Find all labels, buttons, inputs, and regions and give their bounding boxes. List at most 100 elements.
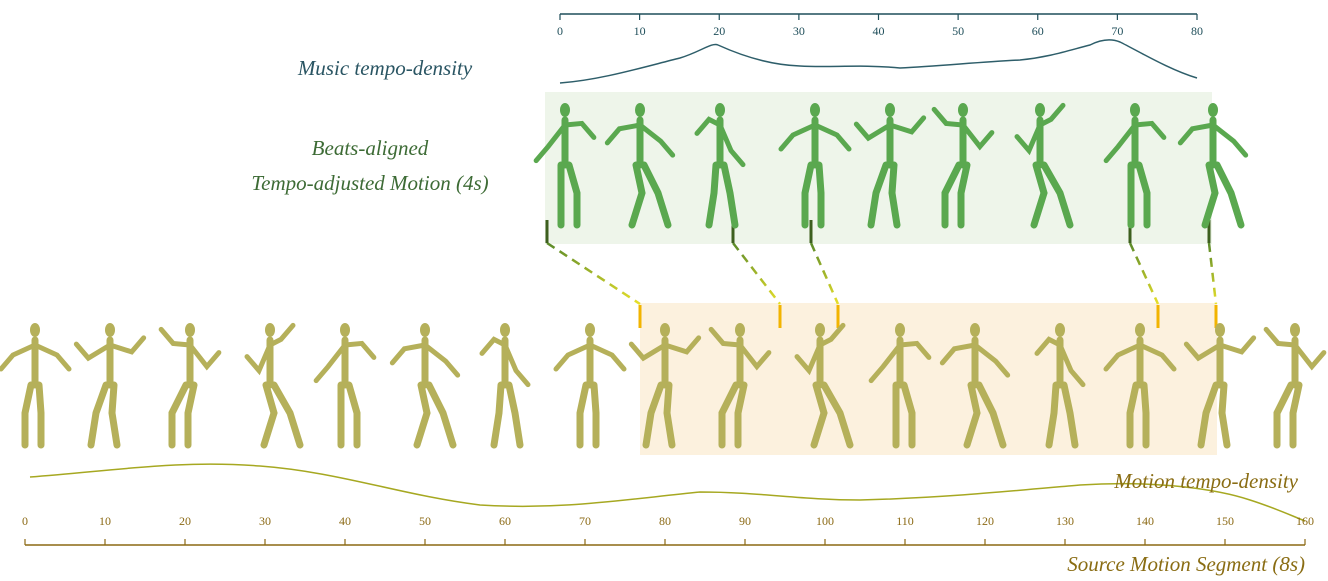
arm bbox=[778, 122, 818, 152]
leg bbox=[801, 161, 815, 229]
tick-label: 70 bbox=[579, 514, 591, 528]
head bbox=[885, 103, 895, 117]
head bbox=[635, 103, 645, 117]
leg bbox=[168, 381, 190, 449]
leg bbox=[1273, 381, 1295, 449]
leg bbox=[1197, 381, 1220, 449]
leg bbox=[975, 381, 1007, 449]
dancer bbox=[479, 323, 531, 449]
arm bbox=[422, 342, 461, 378]
beat-link bbox=[1128, 242, 1160, 305]
dancer bbox=[1177, 103, 1249, 229]
leg bbox=[425, 381, 457, 449]
beat-link bbox=[546, 241, 641, 306]
arm bbox=[502, 342, 531, 388]
leg bbox=[867, 161, 890, 229]
leg bbox=[505, 381, 524, 449]
arm bbox=[1037, 102, 1066, 128]
leg bbox=[810, 381, 828, 449]
beat-link bbox=[809, 242, 840, 305]
arm bbox=[1292, 342, 1327, 371]
tick-label: 0 bbox=[22, 514, 28, 528]
head bbox=[715, 103, 725, 117]
dancer bbox=[389, 323, 461, 449]
leg bbox=[1045, 381, 1060, 449]
arm bbox=[1217, 335, 1257, 355]
head bbox=[895, 323, 905, 337]
head bbox=[815, 323, 825, 337]
dancers bbox=[0, 102, 1327, 449]
arm bbox=[1210, 122, 1249, 158]
leg bbox=[35, 381, 45, 449]
leg bbox=[642, 381, 665, 449]
arm bbox=[694, 116, 723, 136]
arm bbox=[897, 340, 932, 360]
leg bbox=[705, 161, 720, 229]
arm bbox=[604, 122, 643, 146]
tick-label: 50 bbox=[419, 514, 431, 528]
tick-label: 0 bbox=[557, 24, 563, 38]
tick-label: 10 bbox=[99, 514, 111, 528]
head bbox=[660, 323, 670, 337]
head bbox=[560, 103, 570, 117]
dancer bbox=[1014, 102, 1074, 229]
dancer bbox=[794, 322, 854, 449]
arm bbox=[187, 342, 222, 371]
leg bbox=[1126, 381, 1140, 449]
head bbox=[340, 323, 350, 337]
head bbox=[30, 323, 40, 337]
leg bbox=[1218, 381, 1231, 449]
leg bbox=[1040, 161, 1074, 229]
leg bbox=[21, 381, 35, 449]
dancer bbox=[0, 323, 72, 449]
dancer bbox=[1263, 323, 1327, 449]
head bbox=[1130, 103, 1140, 117]
dancer bbox=[931, 103, 995, 229]
arm bbox=[939, 342, 978, 366]
tick-label: 30 bbox=[259, 514, 271, 528]
arm bbox=[389, 342, 428, 366]
tick-label: 20 bbox=[713, 24, 725, 38]
head bbox=[958, 103, 968, 117]
head bbox=[265, 323, 275, 337]
motion-curve bbox=[29, 463, 1306, 522]
aligned-label: Tempo-adjusted Motion (4s) bbox=[251, 171, 488, 195]
source-label: Source Motion Segment (8s) bbox=[1067, 552, 1305, 576]
tick-label: 10 bbox=[634, 24, 646, 38]
arm bbox=[533, 122, 568, 164]
arm bbox=[1014, 122, 1043, 156]
head bbox=[1208, 103, 1218, 117]
arm bbox=[562, 120, 597, 140]
leg bbox=[640, 161, 672, 229]
arm bbox=[1137, 342, 1177, 372]
head bbox=[500, 323, 510, 337]
tick-label: 140 bbox=[1136, 514, 1154, 528]
head bbox=[970, 323, 980, 337]
leg bbox=[87, 381, 110, 449]
arm bbox=[1263, 326, 1298, 348]
leg bbox=[1201, 161, 1219, 229]
dancer bbox=[604, 103, 676, 229]
leg bbox=[1213, 161, 1245, 229]
leg bbox=[108, 381, 121, 449]
leg bbox=[815, 161, 825, 229]
dancer bbox=[1103, 103, 1167, 229]
dancer bbox=[868, 323, 932, 449]
motion-label: Motion tempo-density bbox=[1113, 469, 1298, 493]
tick-label: 100 bbox=[816, 514, 834, 528]
arm bbox=[267, 322, 296, 348]
tick-label: 120 bbox=[976, 514, 994, 528]
head bbox=[1290, 323, 1300, 337]
tick-label: 20 bbox=[179, 514, 191, 528]
arm bbox=[1177, 122, 1216, 146]
arm bbox=[972, 342, 1011, 378]
tick-label: 160 bbox=[1296, 514, 1314, 528]
arm bbox=[1132, 120, 1167, 140]
tick-label: 60 bbox=[499, 514, 511, 528]
dancer bbox=[533, 103, 597, 229]
arm bbox=[244, 342, 273, 376]
arm bbox=[960, 122, 995, 151]
arm bbox=[1103, 122, 1138, 164]
